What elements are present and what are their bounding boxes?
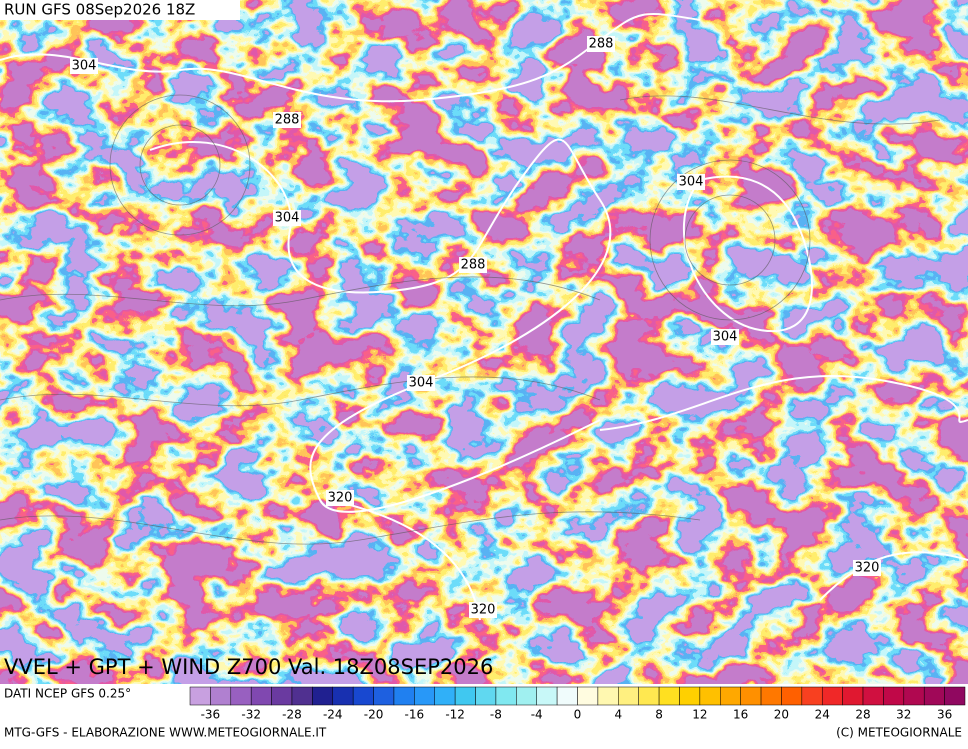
- colorbar-swatch: [618, 686, 639, 706]
- contour-label-bg: [273, 210, 301, 226]
- contour-label: 304: [275, 211, 300, 226]
- colorbar-swatch: [842, 686, 864, 706]
- contour-label-bg: [326, 490, 354, 506]
- colorbar-swatch: [740, 686, 762, 706]
- contour-label-bg: [711, 329, 739, 345]
- colorbar-swatch: [556, 686, 578, 706]
- contour-label: 304: [679, 175, 704, 190]
- colorbar-tick-label: 28: [855, 708, 870, 722]
- contour-label-bg: [587, 36, 615, 52]
- colorbar-swatch: [720, 686, 741, 706]
- colorbar-tick-label: -28: [282, 708, 302, 722]
- colorbar: -36 -32 -28 -24 -20 -16 -12 -8 -4 0 4 8 12 16 20 24 28 32…: [189, 686, 966, 722]
- contour-line: [149, 138, 612, 513]
- colorbar-tick-label: -24: [323, 708, 343, 722]
- map-title: VVEL + GPT + WIND Z700 Val. 18Z08SEP2026: [4, 655, 493, 679]
- streamlines: [0, 94, 941, 545]
- contour-label-bg: [70, 58, 98, 74]
- colorbar-swatch: [271, 686, 293, 706]
- contour-line: [0, 13, 701, 103]
- colorbar-swatch: [679, 686, 701, 706]
- colorbar-swatch: [883, 686, 905, 706]
- contour-label: 320: [328, 491, 353, 506]
- colorbar-swatch: [903, 686, 925, 706]
- colorbar-swatch: [597, 686, 619, 706]
- colorbar-swatch: [189, 686, 211, 706]
- colorbar-swatch: [862, 686, 884, 706]
- colorbar-swatch: [516, 686, 537, 706]
- colorbar-swatch: [393, 686, 415, 706]
- colorbar-swatch: [536, 686, 558, 706]
- colorbar-tick-label: -8: [490, 708, 502, 722]
- contour-label-bg: [273, 112, 301, 128]
- contour-label-bg: [407, 375, 435, 391]
- contour-label: 304: [409, 376, 434, 391]
- colorbar-tick-label: 12: [692, 708, 707, 722]
- colorbar-swatch: [210, 686, 232, 706]
- colorbar-swatch: [577, 686, 599, 706]
- colorbar-swatch: [495, 686, 517, 706]
- colorbar-swatch: [332, 686, 354, 706]
- colorbar-swatch: [923, 686, 945, 706]
- colorbar-swatch: [638, 686, 660, 706]
- contour-label: 304: [72, 59, 97, 74]
- colorbar-tick-label: 4: [614, 708, 622, 722]
- contour-label: 288: [461, 258, 486, 273]
- contour-label: 304: [713, 330, 738, 345]
- colorbar-tick-label: 20: [774, 708, 789, 722]
- colorbar-swatch: [352, 686, 374, 706]
- contour-label-bg: [853, 560, 881, 576]
- colorbar-swatch: [250, 686, 272, 706]
- contour-line: [682, 175, 813, 333]
- contours: [0, 13, 968, 621]
- colorbar-swatch: [781, 686, 803, 706]
- colorbar-tick-label: 0: [574, 708, 582, 722]
- vvel-field: [0, 0, 968, 684]
- colorbar-swatch: [760, 686, 782, 706]
- contour-line: [329, 499, 968, 621]
- footer-left: MTG-GFS - ELABORAZIONE WWW.METEOGIORNALE…: [4, 726, 327, 740]
- contour-label-bg: [677, 174, 705, 190]
- colorbar-tick-label: 16: [733, 708, 748, 722]
- colorbar-swatch: [944, 686, 966, 706]
- run-header: RUN GFS 08Sep2026 18Z: [4, 1, 195, 19]
- colorbar-swatch: [230, 686, 252, 706]
- colorbar-swatch: [454, 686, 476, 706]
- contour-label: 320: [471, 603, 496, 618]
- colorbar-tick-label: -12: [445, 708, 465, 722]
- colorbar-swatch: [658, 686, 680, 706]
- colorbar-swatch: [414, 686, 435, 706]
- header-bg: [0, 0, 240, 20]
- colorbar-tick-label: 8: [655, 708, 663, 722]
- contour-label-bg: [459, 257, 487, 273]
- colorbar-tick-label: -32: [241, 708, 261, 722]
- colorbar-tick-label: 24: [815, 708, 830, 722]
- colorbar-swatch: [291, 686, 313, 706]
- colorbar-tick-label: 32: [896, 708, 911, 722]
- contour-label: 288: [275, 113, 300, 128]
- colorbar-tick-label: -16: [405, 708, 425, 722]
- footer-right: (C) METEOGIORNALE: [836, 726, 962, 740]
- colorbar-swatch: [801, 686, 823, 706]
- contour-label: 288: [589, 37, 614, 52]
- colorbar-tick-label: 36: [937, 708, 952, 722]
- colorbar-tick-label: -20: [364, 708, 384, 722]
- contour-labels: 304 288 288 304 288 304 304 304 320 320 320: [70, 36, 881, 618]
- colorbar-swatch: [475, 686, 497, 706]
- colorbar-swatch: [821, 686, 843, 706]
- colorbar-tick-label: -36: [201, 708, 221, 722]
- contour-label-bg: [469, 602, 497, 618]
- contour-line: [599, 375, 968, 431]
- legend-source: DATI NCEP GFS 0.25°: [4, 687, 131, 701]
- contour-label: 320: [855, 561, 880, 576]
- colorbar-swatch: [434, 686, 456, 706]
- colorbar-swatch: [373, 686, 395, 706]
- colorbar-swatch: [312, 686, 334, 706]
- colorbar-tick-label: -4: [531, 708, 543, 722]
- colorbar-swatch: [699, 686, 721, 706]
